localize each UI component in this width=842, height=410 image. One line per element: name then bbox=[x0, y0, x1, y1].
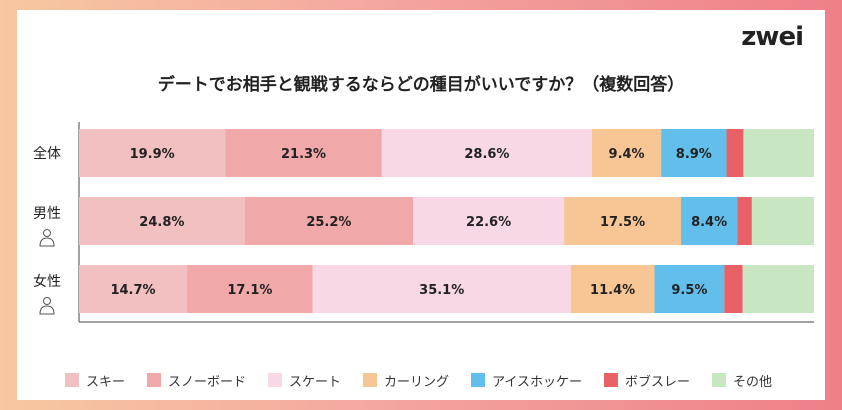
legend-swatch bbox=[604, 373, 619, 387]
data-label: 9.5% bbox=[671, 283, 707, 298]
bar-segment bbox=[654, 265, 725, 313]
legend-label: スノーボード bbox=[168, 374, 247, 390]
category-label: 全体 bbox=[33, 145, 61, 162]
bar-segment bbox=[743, 129, 814, 177]
bar-segment bbox=[661, 129, 727, 177]
legend-swatch bbox=[712, 373, 727, 387]
legend-label: カーリング bbox=[384, 374, 450, 390]
legend-label: スケート bbox=[289, 374, 342, 390]
bar-segment bbox=[681, 197, 738, 245]
data-label: 8.9% bbox=[676, 147, 712, 162]
data-label: 21.3% bbox=[281, 147, 326, 162]
bar-segment bbox=[742, 265, 814, 313]
zwei-logo: zwei bbox=[741, 22, 804, 52]
legend-item: スノーボード bbox=[147, 371, 246, 390]
category-label: 男性 bbox=[33, 206, 61, 222]
chart-legend: スキー スノーボード スケート カーリング アイスホッケー ボブスレー その他 bbox=[65, 370, 794, 390]
bar-segment bbox=[413, 197, 565, 245]
legend-swatch bbox=[147, 373, 162, 387]
bar-segment bbox=[564, 197, 682, 245]
bar-segment bbox=[592, 129, 662, 177]
male-icon bbox=[39, 237, 55, 247]
bar-segment bbox=[79, 129, 226, 177]
data-label: 22.6% bbox=[466, 215, 511, 230]
data-label: 8.4% bbox=[691, 215, 727, 230]
bar-segment bbox=[244, 197, 414, 245]
legend-label: アイスホッケー bbox=[492, 374, 583, 390]
legend-label: ボブスレー bbox=[625, 374, 691, 390]
legend-item: アイスホッケー bbox=[471, 371, 582, 390]
legend-item: カーリング bbox=[363, 371, 449, 390]
bar-segment bbox=[570, 265, 655, 313]
chart-card: zwei デートでお相手と観戦するならどの種目がいいですか？（複数回答） 全体 1… bbox=[17, 10, 825, 400]
bar-segment bbox=[312, 265, 571, 313]
bar-segment bbox=[187, 265, 313, 313]
legend-item: ボブスレー bbox=[604, 371, 690, 390]
bar-segment bbox=[225, 129, 382, 177]
bar-segment bbox=[381, 129, 593, 177]
legend-swatch bbox=[471, 373, 486, 387]
legend-item: スキー bbox=[65, 371, 125, 390]
data-label: 25.2% bbox=[306, 215, 351, 230]
data-label: 17.5% bbox=[600, 215, 645, 230]
bar-segment bbox=[724, 265, 743, 313]
bar-segment bbox=[726, 129, 744, 177]
legend-item: その他 bbox=[712, 371, 772, 390]
legend-item: スケート bbox=[268, 371, 341, 390]
bar-segment bbox=[737, 197, 752, 245]
legend-label: スキー bbox=[86, 374, 126, 390]
legend-swatch bbox=[65, 373, 79, 387]
bar-segment bbox=[79, 265, 188, 313]
legend-swatch bbox=[363, 373, 378, 387]
legend-swatch bbox=[268, 373, 283, 387]
data-label: 24.8% bbox=[139, 215, 184, 230]
female-icon-head bbox=[43, 297, 51, 305]
legend-label: その他 bbox=[733, 374, 773, 390]
male-icon-head bbox=[43, 229, 51, 237]
category-label: 女性 bbox=[33, 273, 61, 290]
data-label: 11.4% bbox=[590, 283, 635, 298]
data-label: 28.6% bbox=[464, 147, 509, 162]
data-label: 19.9% bbox=[130, 147, 175, 162]
data-label: 35.1% bbox=[419, 283, 464, 298]
stacked-bar-chart: 全体 19.9% 21.3% 28.6% 9.4% 8.9% 男性 24.8% 25.2% 22.… bbox=[33, 122, 814, 323]
data-label: 14.7% bbox=[110, 283, 155, 298]
bar-segment bbox=[751, 197, 814, 245]
data-label: 17.1% bbox=[227, 283, 272, 298]
bar-segment bbox=[79, 197, 245, 245]
female-icon bbox=[39, 305, 55, 315]
chart-title: デートでお相手と観戦するならどの種目がいいですか？（複数回答） bbox=[157, 75, 685, 95]
data-label: 9.4% bbox=[609, 147, 645, 162]
